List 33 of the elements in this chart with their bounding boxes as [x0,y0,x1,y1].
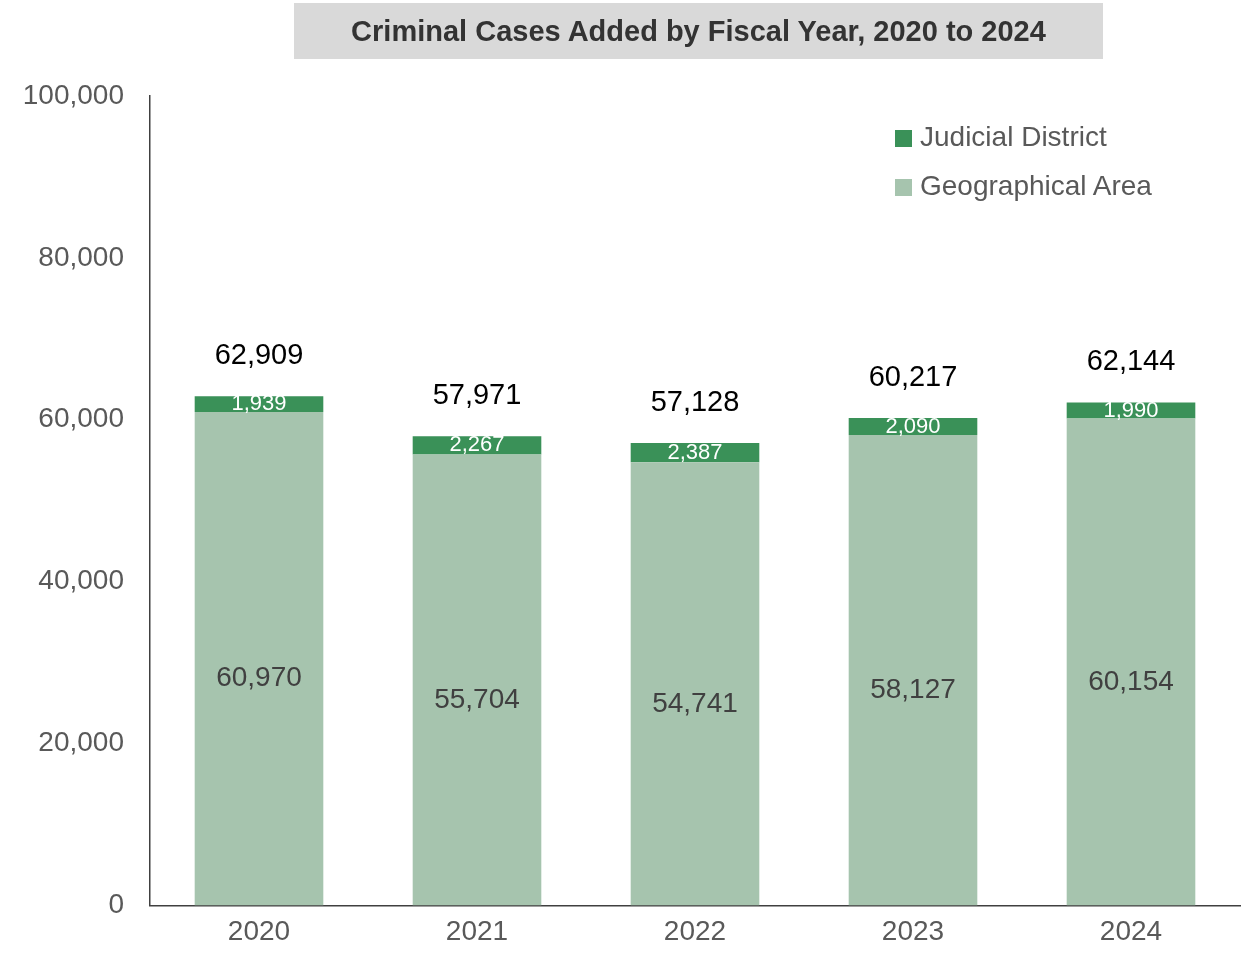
y-tick-label: 80,000 [38,240,124,272]
legend-label: Geographical Area [920,169,1153,201]
bar [1066,418,1196,906]
data-label: 2,267 [449,431,505,457]
y-tick-label: 60,000 [38,402,124,434]
total-label: 57,128 [650,385,740,418]
data-label: 1,990 [1103,396,1159,422]
data-label: 54,741 [652,686,738,718]
data-label: 2,387 [667,438,723,464]
bar [412,454,542,906]
total-label: 62,909 [214,338,304,371]
total-label: 60,217 [868,360,958,392]
total-label: 62,144 [1086,344,1176,377]
data-label: 60,970 [216,661,302,693]
x-tick-label: 2020 [227,914,291,946]
y-tick-label: 100,000 [22,78,124,110]
y-tick-label: 40,000 [38,564,124,596]
data-label: 60,154 [1088,664,1174,696]
legend-label: Judicial District [920,120,1107,152]
bar [848,434,978,906]
bar [630,462,760,906]
x-tick-label: 2023 [881,914,945,946]
data-label: 58,127 [870,672,956,704]
bar [194,411,324,906]
x-tick-label: 2021 [445,914,509,946]
total-label: 57,971 [432,378,522,411]
x-tick-label: 2024 [1099,914,1163,946]
data-label: 55,704 [434,682,520,714]
chart-title: Criminal Cases Added by Fiscal Year, 2020 to 2024 [294,3,1103,59]
y-tick-label: 20,000 [38,726,124,758]
x-tick-label: 2022 [663,914,727,946]
data-label: 2,090 [885,412,941,438]
y-tick-label: 0 [108,888,124,920]
